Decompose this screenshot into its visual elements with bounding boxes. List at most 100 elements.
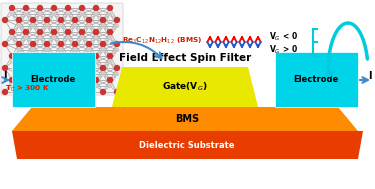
Circle shape [114, 17, 120, 23]
Circle shape [79, 77, 85, 83]
Circle shape [16, 65, 22, 71]
Circle shape [45, 72, 49, 76]
Circle shape [30, 65, 36, 71]
Circle shape [16, 89, 22, 95]
Circle shape [73, 72, 77, 76]
Text: BMS: BMS [175, 114, 199, 124]
Circle shape [101, 24, 105, 28]
Circle shape [58, 17, 64, 23]
Circle shape [17, 48, 21, 52]
Circle shape [51, 53, 57, 59]
FancyBboxPatch shape [275, 52, 358, 107]
Text: Gate(V$_G$): Gate(V$_G$) [162, 81, 208, 93]
Circle shape [45, 24, 49, 28]
Circle shape [37, 29, 43, 35]
Circle shape [114, 89, 120, 95]
Text: Electrode: Electrode [293, 75, 339, 84]
Circle shape [9, 53, 15, 59]
Circle shape [108, 36, 112, 40]
Circle shape [10, 12, 14, 16]
Circle shape [2, 17, 8, 23]
Circle shape [79, 5, 85, 11]
Text: I: I [3, 71, 7, 81]
Circle shape [51, 29, 57, 35]
Circle shape [2, 65, 8, 71]
Circle shape [87, 72, 91, 76]
Circle shape [86, 65, 92, 71]
Circle shape [80, 12, 84, 16]
Circle shape [44, 17, 50, 23]
Circle shape [66, 12, 70, 16]
Circle shape [115, 24, 119, 28]
Circle shape [100, 41, 106, 47]
Circle shape [23, 53, 29, 59]
Text: I: I [368, 71, 372, 81]
Polygon shape [12, 107, 358, 131]
Circle shape [72, 89, 78, 95]
Circle shape [72, 17, 78, 23]
Circle shape [44, 41, 50, 47]
Circle shape [23, 5, 29, 11]
Circle shape [52, 60, 56, 64]
Circle shape [9, 5, 15, 11]
Circle shape [93, 5, 99, 11]
Circle shape [72, 65, 78, 71]
Circle shape [38, 60, 42, 64]
Circle shape [94, 12, 98, 16]
Circle shape [72, 41, 78, 47]
Circle shape [66, 60, 70, 64]
Circle shape [31, 48, 35, 52]
Circle shape [2, 89, 8, 95]
Circle shape [86, 89, 92, 95]
Circle shape [101, 48, 105, 52]
Circle shape [79, 53, 85, 59]
Circle shape [38, 84, 42, 88]
Text: Field Effect Spin Filter: Field Effect Spin Filter [119, 53, 251, 63]
Circle shape [87, 48, 91, 52]
Circle shape [37, 53, 43, 59]
Circle shape [107, 77, 113, 83]
Circle shape [115, 48, 119, 52]
Circle shape [65, 5, 71, 11]
Circle shape [58, 89, 64, 95]
Circle shape [59, 24, 63, 28]
Circle shape [108, 12, 112, 16]
Circle shape [23, 77, 29, 83]
Circle shape [80, 60, 84, 64]
Circle shape [108, 60, 112, 64]
Circle shape [86, 41, 92, 47]
Circle shape [114, 65, 120, 71]
Circle shape [38, 36, 42, 40]
Circle shape [94, 84, 98, 88]
Circle shape [100, 89, 106, 95]
Circle shape [17, 24, 21, 28]
Circle shape [9, 29, 15, 35]
Circle shape [38, 12, 42, 16]
Circle shape [44, 65, 50, 71]
Circle shape [58, 65, 64, 71]
Circle shape [51, 5, 57, 11]
Circle shape [58, 41, 64, 47]
Circle shape [115, 72, 119, 76]
Circle shape [10, 36, 14, 40]
Circle shape [52, 12, 56, 16]
Circle shape [24, 36, 28, 40]
Circle shape [100, 17, 106, 23]
Polygon shape [112, 67, 258, 107]
Circle shape [101, 72, 105, 76]
Circle shape [59, 48, 63, 52]
Circle shape [10, 60, 14, 64]
Circle shape [24, 84, 28, 88]
Circle shape [87, 24, 91, 28]
Circle shape [93, 29, 99, 35]
Circle shape [44, 89, 50, 95]
Circle shape [10, 84, 14, 88]
Circle shape [31, 24, 35, 28]
Circle shape [73, 24, 77, 28]
Circle shape [37, 5, 43, 11]
Circle shape [9, 77, 15, 83]
Circle shape [52, 36, 56, 40]
Circle shape [86, 17, 92, 23]
Circle shape [31, 72, 35, 76]
Circle shape [93, 53, 99, 59]
